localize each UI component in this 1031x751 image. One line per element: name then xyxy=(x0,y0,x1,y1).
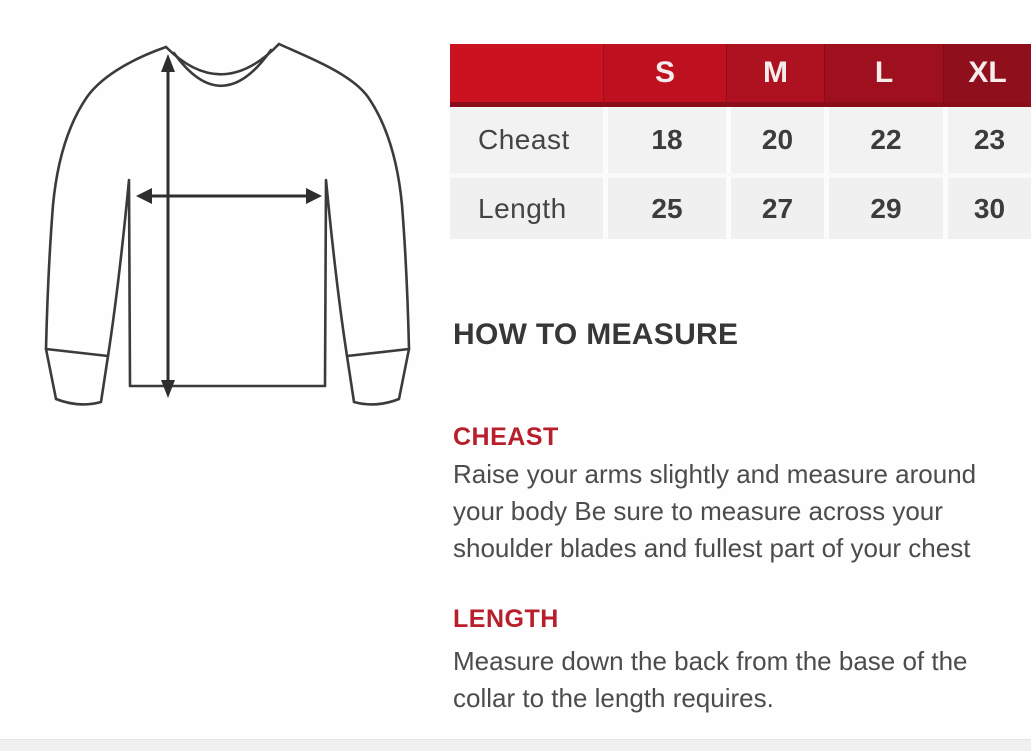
cheast-xl: 23 xyxy=(943,107,1031,173)
cheast-section-heading: CHEAST xyxy=(453,423,559,451)
col-header-m: M xyxy=(726,44,824,107)
size-chart-table: S M L XL Cheast 18 20 22 23 Length 25 27 xyxy=(450,44,1031,239)
right-cuff-seam xyxy=(345,347,411,358)
cheast-section-body: Raise your arms slightly and measure aro… xyxy=(453,459,977,563)
size-table-section: S M L XL Cheast 18 20 22 23 Length 25 27 xyxy=(450,44,1031,239)
cheast-l: 22 xyxy=(824,107,943,173)
length-section-body: Measure down the back from the base of t… xyxy=(453,646,968,713)
table-row-length: Length 25 27 29 30 xyxy=(450,173,1031,239)
length-l: 29 xyxy=(824,173,943,239)
table-header-row: S M L XL xyxy=(450,44,1031,107)
col-header-xl: XL xyxy=(943,44,1031,107)
collar-inner xyxy=(172,48,273,87)
length-section-heading: LENGTH xyxy=(453,605,559,633)
left-cuff-seam xyxy=(44,347,110,358)
collar-outer xyxy=(164,42,281,76)
row-label-cheast: Cheast xyxy=(450,107,603,173)
length-m: 27 xyxy=(726,173,824,239)
col-header-s: S xyxy=(603,44,726,107)
length-arrow xyxy=(161,54,175,398)
row-label-length: Length xyxy=(450,173,603,239)
table-corner-cell xyxy=(450,44,603,107)
cheast-m: 20 xyxy=(726,107,824,173)
col-header-l: L xyxy=(824,44,943,107)
length-s: 25 xyxy=(603,173,726,239)
cheast-s: 18 xyxy=(603,107,726,173)
shirt-outline xyxy=(44,42,411,406)
chest-arrow xyxy=(136,188,322,204)
shirt-diagram xyxy=(0,0,450,550)
length-xl: 30 xyxy=(943,173,1031,239)
table-row-cheast: Cheast 18 20 22 23 xyxy=(450,107,1031,173)
how-to-measure-title: HOW TO MEASURE xyxy=(453,318,739,351)
bottom-divider xyxy=(0,739,1031,751)
